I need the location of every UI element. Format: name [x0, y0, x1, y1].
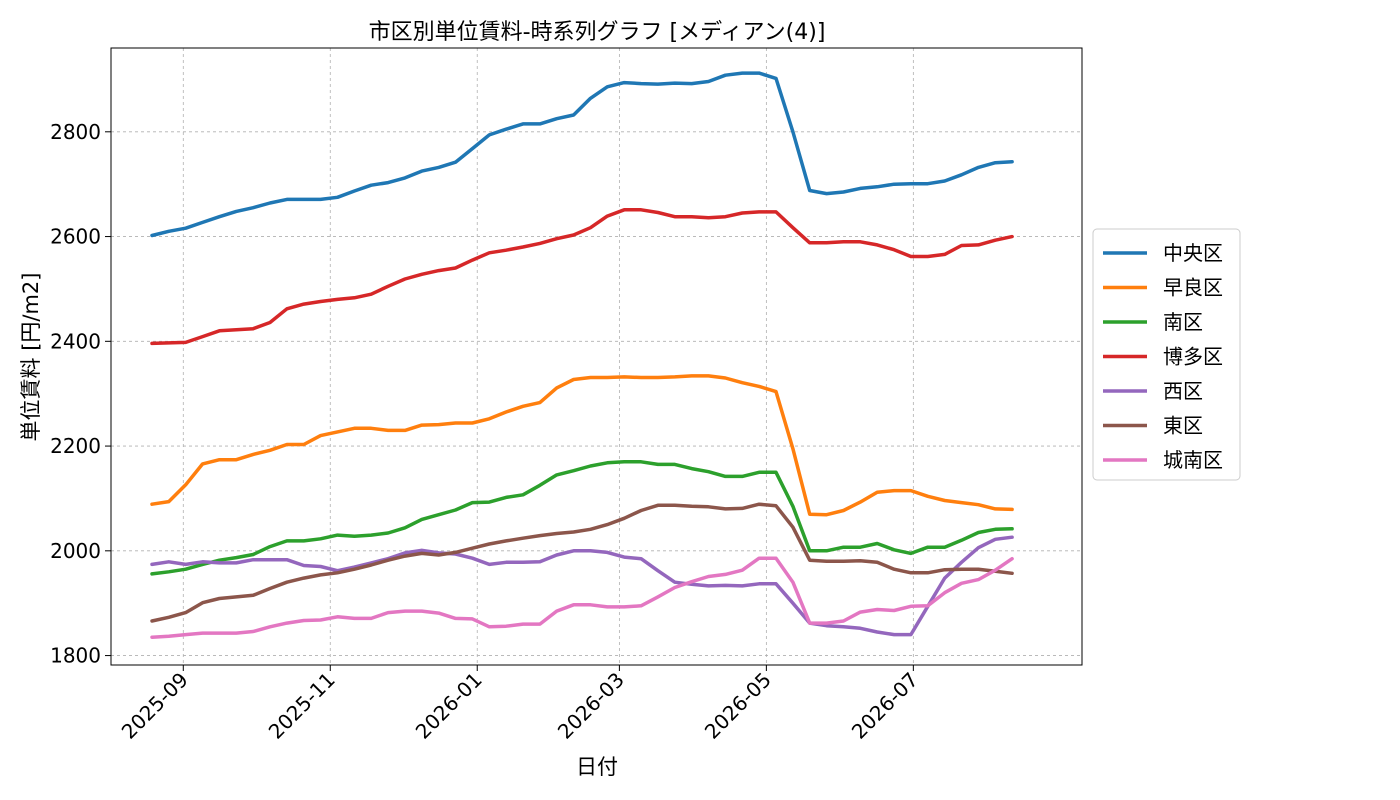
x-tick-label: 2026-01 [411, 668, 487, 744]
legend-label: 博多区 [1163, 345, 1223, 369]
legend-label: 西区 [1163, 379, 1203, 403]
x-axis-ticks: 2025-09 2025-11 2026-01 2026-03 2026-05 2026-… [117, 665, 923, 744]
y-axis-title: 単位賃料 [円/m2] [19, 273, 43, 442]
plot-frame [110, 47, 1083, 666]
y-tick-label: 2600 [50, 225, 101, 249]
legend-label: 東区 [1163, 414, 1203, 438]
x-tick-label: 2025-09 [117, 668, 193, 744]
x-axis-title: 日付 [576, 755, 618, 779]
series-line-5 [150, 502, 1014, 623]
y-axis-ticks: 1800 2000 2200 2400 2600 2800 [50, 120, 111, 668]
series-line-0 [150, 71, 1014, 238]
legend-label: 早良区 [1163, 276, 1223, 300]
legend-frame [1092, 228, 1241, 481]
grid [111, 48, 1082, 665]
chart-title: 市区別単位賃料-時系列グラフ [メディアン(4)] [369, 20, 826, 45]
y-tick-label: 1800 [50, 644, 101, 668]
legend-label: 城南区 [1163, 448, 1223, 472]
x-tick-label: 2026-05 [700, 668, 776, 744]
series-line-6 [150, 556, 1014, 639]
series-lines [150, 71, 1014, 639]
x-tick-label: 2026-07 [847, 668, 923, 744]
x-tick-label: 2026-03 [553, 668, 629, 744]
y-tick-label: 2800 [50, 120, 101, 144]
series-line-3 [150, 208, 1014, 346]
legend-label: 中央区 [1163, 241, 1223, 265]
y-tick-label: 2200 [50, 434, 101, 458]
series-line-1 [150, 374, 1014, 517]
legend-label: 南区 [1163, 310, 1203, 334]
series-line-2 [150, 460, 1014, 576]
x-tick-label: 2025-11 [264, 668, 340, 744]
y-tick-label: 2400 [50, 329, 101, 353]
series-line-4 [150, 535, 1014, 637]
y-tick-label: 2000 [50, 539, 101, 563]
